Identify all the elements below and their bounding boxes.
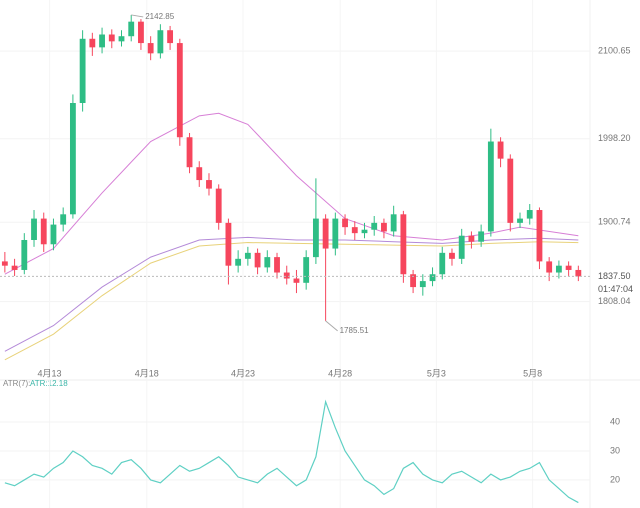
candle-body	[536, 210, 543, 262]
candle-body	[439, 252, 446, 275]
last-price-label: 1837.50	[598, 271, 631, 281]
candle-body	[264, 257, 271, 268]
candle-body	[526, 210, 533, 219]
candle-body	[254, 252, 261, 268]
candle-body	[176, 43, 183, 138]
candle-body	[89, 38, 96, 48]
candle-body	[293, 278, 300, 283]
candle-body	[138, 21, 144, 44]
candle-body	[11, 265, 18, 270]
candle-body	[118, 36, 125, 42]
candle-body	[303, 257, 310, 283]
candle-body	[186, 137, 193, 168]
candle-body	[128, 21, 135, 37]
candle-body	[99, 34, 105, 48]
y-tick-label: 30	[610, 445, 620, 455]
x-tick-label: 5月3	[427, 368, 446, 378]
candle-body	[274, 257, 280, 273]
annotation-label: 1785.51	[340, 326, 369, 335]
candle-body	[487, 141, 494, 232]
candle-body	[517, 218, 523, 223]
candle-body	[429, 274, 436, 282]
y-tick-label: 2100.65	[598, 45, 631, 55]
candle-body	[332, 218, 339, 249]
candle-body	[371, 222, 378, 230]
candle-body	[351, 227, 358, 234]
candle-body	[342, 218, 348, 228]
candle-body	[196, 167, 203, 181]
candle-body	[60, 214, 67, 225]
candle-body	[361, 229, 368, 234]
candle-body	[206, 180, 212, 189]
candle-body	[565, 265, 572, 270]
candle-body	[225, 222, 232, 266]
annotation-leader	[325, 320, 338, 332]
candle-body	[449, 252, 455, 259]
candle-body	[1, 261, 8, 266]
y-tick-label: 20	[610, 474, 620, 484]
y-tick-label: 1900.74	[598, 217, 631, 227]
x-tick-label: 5月8	[523, 368, 542, 378]
moving-average	[4, 241, 579, 361]
candle-body	[40, 218, 47, 245]
y-tick-label: 1808.04	[598, 296, 631, 306]
candle-body	[410, 274, 417, 288]
candle-body	[507, 158, 514, 223]
candle-body	[312, 218, 319, 258]
moving-average	[4, 236, 579, 352]
annotation-label: 2142.85	[145, 12, 174, 21]
candle-body	[497, 141, 504, 159]
indicator-line	[4, 399, 579, 504]
x-tick-label: 4月13	[38, 368, 62, 378]
candle-body	[147, 43, 154, 54]
candle-body	[468, 235, 475, 242]
candle-body	[478, 231, 485, 242]
countdown: 01:47:04	[598, 284, 633, 294]
candle-body	[215, 188, 222, 223]
candle-body	[546, 261, 553, 273]
candle-body	[283, 272, 290, 279]
candle-body	[390, 214, 397, 232]
candle-body	[108, 34, 115, 42]
candle-body	[31, 218, 37, 240]
candle-body	[400, 214, 407, 275]
candle-body	[555, 265, 562, 273]
y-tick-label: 1998.20	[598, 133, 631, 143]
x-tick-label: 4月23	[231, 368, 255, 378]
y-tick-label: 40	[610, 416, 620, 426]
x-tick-label: 4月18	[135, 368, 159, 378]
candle-body	[69, 103, 76, 215]
indicator-title: ATR(7):	[3, 379, 30, 388]
candle-body	[157, 30, 164, 54]
candle-body	[21, 239, 28, 270]
candle-body	[381, 222, 387, 232]
x-tick-label: 4月28	[328, 368, 352, 378]
candle-body	[419, 281, 426, 288]
candle-body	[244, 252, 251, 259]
candle-body	[322, 218, 329, 249]
candle-body	[235, 258, 242, 266]
candle-body	[167, 30, 174, 44]
candle-body	[458, 235, 465, 259]
annotation-leader	[131, 14, 144, 18]
candle-body	[79, 38, 86, 104]
candle-body	[575, 269, 582, 277]
candle-body	[50, 224, 57, 245]
